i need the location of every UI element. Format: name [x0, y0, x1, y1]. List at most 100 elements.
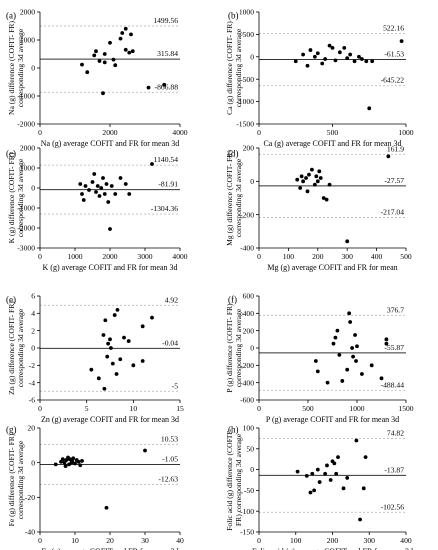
data-point: [140, 324, 145, 329]
data-point: [332, 461, 337, 466]
data-point: [345, 476, 350, 480]
data-point: [355, 344, 359, 349]
x-tick-label: 10: [71, 536, 79, 545]
chart-panel-g: (g) 10.53 -1.05 -12.63 -40 -20 0 20 0 10 20 30 40 Fe …: [6, 424, 184, 550]
reference-line-label: -102.56: [381, 502, 405, 511]
y-tick-label: -2: [29, 361, 36, 370]
y-tick-label: 400: [243, 309, 255, 318]
data-point: [129, 32, 133, 37]
y-tick-label: -400: [240, 244, 254, 253]
data-point: [87, 188, 91, 192]
data-point: [97, 194, 102, 198]
x-tick-label: 100: [283, 252, 295, 261]
data-point: [295, 469, 300, 474]
data-point: [317, 169, 322, 174]
panel-label: (d): [228, 148, 239, 158]
y-axis-title: P (g) difference (COFIT- FR): [225, 303, 234, 393]
x-axis-title: P (g) average COFIT and FR for mean 3d: [266, 415, 399, 424]
x-tick-label: 1500: [398, 404, 413, 413]
data-point: [379, 376, 384, 381]
x-tick-label: 1000: [398, 128, 413, 137]
y-tick-label: 1000: [20, 36, 35, 45]
panel-label: (h): [228, 424, 239, 434]
x-tick-label: 100: [290, 536, 302, 545]
data-point: [71, 456, 76, 461]
data-point: [367, 106, 372, 111]
data-point: [60, 457, 65, 462]
reference-line-label: 522.16: [383, 23, 404, 32]
data-point: [162, 82, 167, 87]
data-point: [351, 354, 355, 359]
x-tick-label: 300: [364, 536, 376, 545]
panel-label: (f): [228, 294, 237, 304]
data-point: [127, 50, 132, 55]
data-point: [110, 361, 115, 366]
x-tick-label: 0: [38, 536, 42, 545]
data-point: [127, 192, 132, 196]
data-point: [123, 182, 128, 186]
data-point: [307, 172, 311, 177]
y-tick-label: -1000: [17, 204, 35, 213]
data-point: [304, 176, 308, 180]
reference-line-label: -81.91: [158, 180, 178, 189]
data-point: [108, 337, 112, 342]
data-point: [333, 335, 338, 340]
y-tick-label: -200: [240, 361, 254, 370]
data-point: [112, 313, 117, 317]
x-axis-title: Na (g) average COFIT and FR for mean 3d: [41, 139, 179, 148]
data-point: [123, 47, 128, 52]
chart-panel-h: (h) 74.82 -13.87 -102.56 -150 -100 -50 0 50 100 0 1…: [225, 424, 413, 550]
panel-label: (g): [6, 424, 17, 434]
reference-line-label: 1140.54: [154, 155, 179, 164]
y-tick-label: -1500: [236, 120, 254, 129]
reference-line-label: -488.44: [381, 380, 405, 389]
y-axis-title: Ca (g) difference (COFIT- FR): [225, 21, 234, 115]
data-point: [293, 59, 298, 64]
data-point: [305, 189, 310, 194]
data-point: [331, 341, 336, 346]
data-point: [102, 52, 107, 56]
x-tick-label: 20: [106, 536, 114, 545]
data-point: [104, 505, 109, 510]
chart-panel-b: (b) 522.16 -61.53 -645.22 -1500 -1000 -500 0 500…: [225, 8, 414, 148]
data-point: [345, 56, 350, 61]
data-point: [333, 58, 338, 63]
data-point: [363, 455, 368, 460]
data-point: [304, 473, 309, 478]
data-point: [317, 480, 322, 484]
data-point: [340, 379, 345, 383]
x-tick-label: 200: [327, 536, 339, 545]
reference-line-label: -645.22: [381, 76, 405, 85]
data-point: [111, 57, 116, 62]
reference-line-label: -13.87: [384, 465, 404, 474]
data-point: [101, 333, 106, 337]
data-point: [150, 315, 154, 320]
reference-line-label: -217.04: [381, 208, 405, 217]
reference-line-label: 4.92: [165, 295, 178, 304]
x-tick-label: 40: [176, 536, 184, 545]
data-point: [108, 227, 112, 231]
reference-line-label: -1.05: [162, 454, 178, 463]
data-point: [80, 459, 84, 463]
reference-line-label: -27.57: [384, 176, 404, 185]
data-point: [95, 184, 100, 188]
y-tick-label: 2000: [20, 8, 35, 17]
data-point: [315, 51, 320, 56]
reference-line-label: 315.84: [157, 49, 178, 58]
y-tick-label: 0: [250, 52, 254, 61]
data-point: [104, 182, 109, 186]
data-point: [325, 463, 329, 468]
x-tick-label: 2000: [102, 252, 117, 261]
y-axis-title: Fe (g) difference (COFIT- FR): [7, 433, 16, 526]
data-point: [295, 177, 300, 182]
data-point: [350, 346, 354, 350]
x-tick-label: 0: [38, 128, 42, 137]
data-point: [327, 43, 332, 48]
data-point: [360, 372, 364, 376]
data-point: [102, 386, 107, 391]
reference-line-label: -5: [172, 381, 179, 390]
y-axis-title: corresponding 3d average: [16, 440, 25, 519]
data-point: [327, 182, 332, 187]
x-tick-label: 3000: [137, 252, 152, 261]
data-point: [308, 490, 313, 495]
